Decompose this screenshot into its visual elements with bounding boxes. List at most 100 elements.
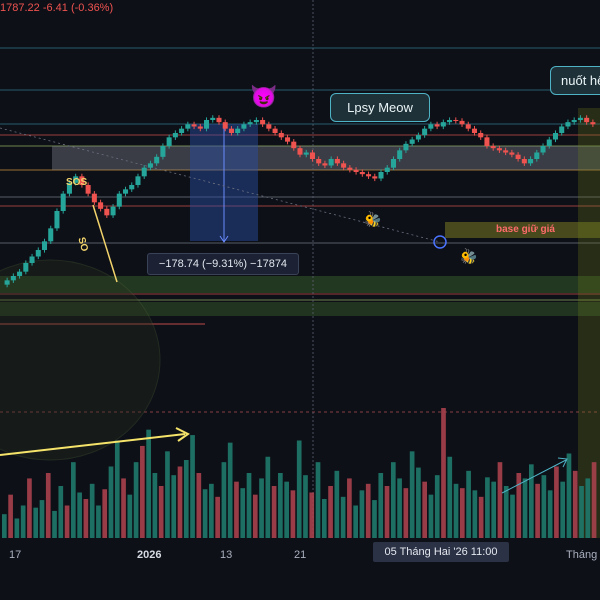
candle-body xyxy=(347,167,353,170)
volume-bar xyxy=(522,478,528,538)
volume-bar xyxy=(566,453,572,538)
volume-bar xyxy=(146,429,151,538)
candle-body xyxy=(571,120,577,123)
candle-body xyxy=(66,182,72,194)
candle-body xyxy=(110,206,116,216)
candle-body xyxy=(552,133,559,140)
volume-bar xyxy=(516,473,522,538)
volume-bar xyxy=(472,490,478,538)
volume-bar xyxy=(296,440,302,538)
volume-bar xyxy=(560,481,566,538)
volume-bar xyxy=(365,483,371,538)
candle-body xyxy=(291,141,297,149)
candle-body xyxy=(509,152,515,155)
volume-bar xyxy=(591,462,597,538)
candle-body xyxy=(372,176,378,179)
volume-bar xyxy=(478,496,484,538)
base-label: base giữ giá xyxy=(496,224,555,235)
volume-bar xyxy=(152,473,158,538)
candle-body xyxy=(316,159,322,164)
callout-nuot-het[interactable]: nuốt hế xyxy=(550,66,600,95)
volume-bar xyxy=(334,470,340,538)
x-tick: 13 xyxy=(220,549,233,561)
volume-bar xyxy=(441,408,446,538)
candle-body xyxy=(141,167,147,177)
candle-body xyxy=(266,124,272,129)
volume-bar xyxy=(284,481,289,538)
callout-lpsy-meow[interactable]: Lpsy Meow xyxy=(330,93,430,122)
candle-body xyxy=(197,126,203,129)
x-tick: 2026 xyxy=(137,549,162,561)
volume-bar xyxy=(535,483,540,538)
candle-body xyxy=(540,146,546,153)
volume-bar xyxy=(485,477,490,538)
candle-body xyxy=(397,150,403,159)
candle-body xyxy=(160,146,166,157)
volume-bar xyxy=(259,478,264,538)
volume-bar xyxy=(252,494,258,538)
crosshair-time-label: 05 Tháng Hai '26 11:00 xyxy=(373,542,509,562)
volume-bar xyxy=(96,505,101,538)
candle-body xyxy=(41,241,48,250)
candle-body xyxy=(297,148,303,155)
volume-bar xyxy=(390,462,396,538)
volume-bar xyxy=(278,473,283,538)
candle-body xyxy=(272,128,278,133)
candle-body xyxy=(422,128,428,136)
volume-bar xyxy=(585,478,591,538)
candle-body xyxy=(79,176,85,185)
volume-bar xyxy=(45,473,51,538)
x-tick: Tháng xyxy=(566,549,598,561)
volume-bar xyxy=(409,451,415,538)
volume-bar xyxy=(246,473,252,538)
volume-bar xyxy=(221,462,227,538)
so-line xyxy=(92,204,118,283)
volume-bar xyxy=(422,481,428,538)
volume-trend-arrow-2-head xyxy=(557,457,568,468)
volume-trend-arrow-2 xyxy=(501,459,567,494)
volume-bar xyxy=(347,478,352,538)
volume-bar xyxy=(8,494,13,538)
volume-bar xyxy=(491,481,497,538)
volume-trend-arrow-head xyxy=(175,427,190,442)
candle-body xyxy=(403,143,409,151)
candle-body xyxy=(179,128,185,133)
candle-body xyxy=(353,169,359,172)
candle-body xyxy=(135,176,141,185)
volume-bar xyxy=(315,462,321,538)
candle-body xyxy=(341,163,347,168)
candle-body xyxy=(577,117,583,120)
volume-bar xyxy=(466,470,471,538)
volume-bar xyxy=(503,486,509,538)
candle-body xyxy=(484,137,490,146)
candle-body xyxy=(565,122,571,127)
candle-body xyxy=(459,120,465,125)
candle-body xyxy=(91,193,97,203)
candle-body xyxy=(409,139,415,144)
candle-body xyxy=(116,193,122,207)
volume-bar xyxy=(190,435,195,538)
candle-body xyxy=(465,124,471,129)
candle-body xyxy=(85,185,91,194)
candle-body xyxy=(490,146,496,149)
volume-bar xyxy=(39,500,45,538)
candle-body xyxy=(210,117,216,120)
candle-body xyxy=(166,137,172,146)
candle-body xyxy=(366,174,372,177)
candle-body xyxy=(521,159,527,164)
candle-body xyxy=(241,124,247,129)
volume-bar xyxy=(83,499,89,538)
candle-body xyxy=(154,156,160,164)
volume-bar xyxy=(434,475,440,538)
volume-bar xyxy=(71,462,76,538)
candle-body xyxy=(54,211,60,229)
candle-body xyxy=(478,133,484,138)
candle-body xyxy=(29,256,35,263)
volume-bar xyxy=(158,486,164,538)
candle-body xyxy=(147,163,153,168)
candle-body xyxy=(48,228,54,242)
volume-bar xyxy=(215,496,220,538)
candle-body xyxy=(303,152,309,155)
volume-bar xyxy=(265,456,271,538)
candle-body xyxy=(584,117,590,123)
